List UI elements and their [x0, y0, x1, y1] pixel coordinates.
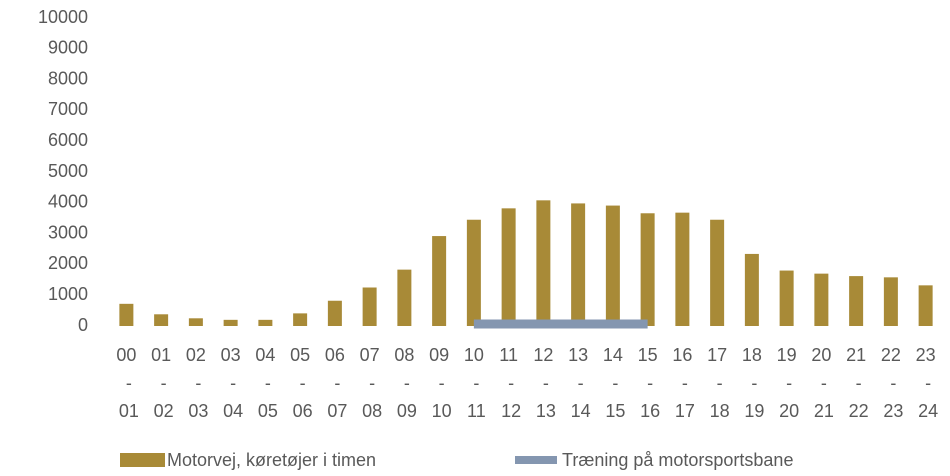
x-tick-label: 21 - 22 [844, 345, 869, 421]
bar [779, 270, 794, 326]
x-tick-label: 07 - 08 [357, 345, 382, 421]
bar [432, 236, 447, 326]
x-tick-label: 17 - 18 [705, 345, 730, 421]
y-tick-label: 0 [78, 315, 88, 335]
bar [397, 269, 412, 326]
x-tick-label: 16 - 17 [670, 345, 695, 421]
x-tick-label: 22 - 23 [878, 345, 903, 421]
legend-label: Motorvej, køretøjer i timen [167, 450, 376, 470]
y-tick-label: 10000 [38, 7, 88, 27]
x-tick-label: 09 - 10 [427, 345, 452, 421]
bar [814, 273, 829, 326]
y-tick-label: 1000 [48, 284, 88, 304]
bar [710, 219, 725, 326]
x-tick-label: 13 - 14 [566, 345, 591, 421]
x-tick-label: 15 - 16 [635, 345, 660, 421]
x-tick-label: 02 - 03 [183, 345, 208, 421]
legend-label: Træning på motorsportsbane [562, 450, 793, 470]
bar [918, 285, 933, 326]
bar [466, 219, 481, 326]
bar [501, 208, 516, 326]
y-tick-label: 9000 [48, 38, 88, 58]
bar [188, 318, 203, 326]
legend-swatch [120, 453, 165, 467]
x-tick-label: 06 - 07 [322, 345, 347, 421]
x-tick-label: 01 - 02 [149, 345, 174, 421]
x-tick-label: 11 - 12 [496, 345, 521, 421]
bar [640, 213, 655, 326]
y-tick-label: 8000 [48, 68, 88, 88]
y-tick-label: 3000 [48, 222, 88, 242]
bar [223, 319, 238, 326]
y-tick-label: 4000 [48, 192, 88, 212]
x-tick-label: 04 - 05 [253, 345, 278, 421]
x-tick-label: 08 - 09 [392, 345, 417, 421]
bar [362, 287, 377, 326]
x-tick-label: 14 - 15 [600, 345, 625, 421]
x-tick-label: 23 - 24 [913, 345, 938, 421]
y-tick-label: 6000 [48, 130, 88, 150]
x-tick-label: 00 - 01 [114, 345, 139, 421]
y-tick-label: 7000 [48, 99, 88, 119]
y-tick-label: 2000 [48, 253, 88, 273]
bar [883, 277, 898, 326]
legend-swatch [515, 456, 557, 464]
bar [571, 203, 586, 326]
x-tick-label: 12 - 13 [531, 345, 556, 421]
x-tick-label: 18 - 19 [739, 345, 764, 421]
bar [605, 205, 620, 326]
bar [258, 319, 273, 326]
bar [154, 314, 169, 326]
bar [327, 300, 342, 326]
y-tick-label: 5000 [48, 161, 88, 181]
bar [536, 200, 551, 326]
bar [119, 303, 134, 326]
bar [675, 212, 690, 326]
bar [293, 313, 308, 326]
x-tick-label: 05 - 06 [288, 345, 313, 421]
x-tick-label: 10 - 11 [462, 345, 486, 421]
x-tick-label: 19 - 20 [774, 345, 799, 421]
x-tick-label: 20 - 21 [809, 345, 834, 421]
bar [849, 276, 864, 326]
x-tick-label: 03 - 04 [218, 345, 243, 421]
bar [744, 253, 759, 326]
